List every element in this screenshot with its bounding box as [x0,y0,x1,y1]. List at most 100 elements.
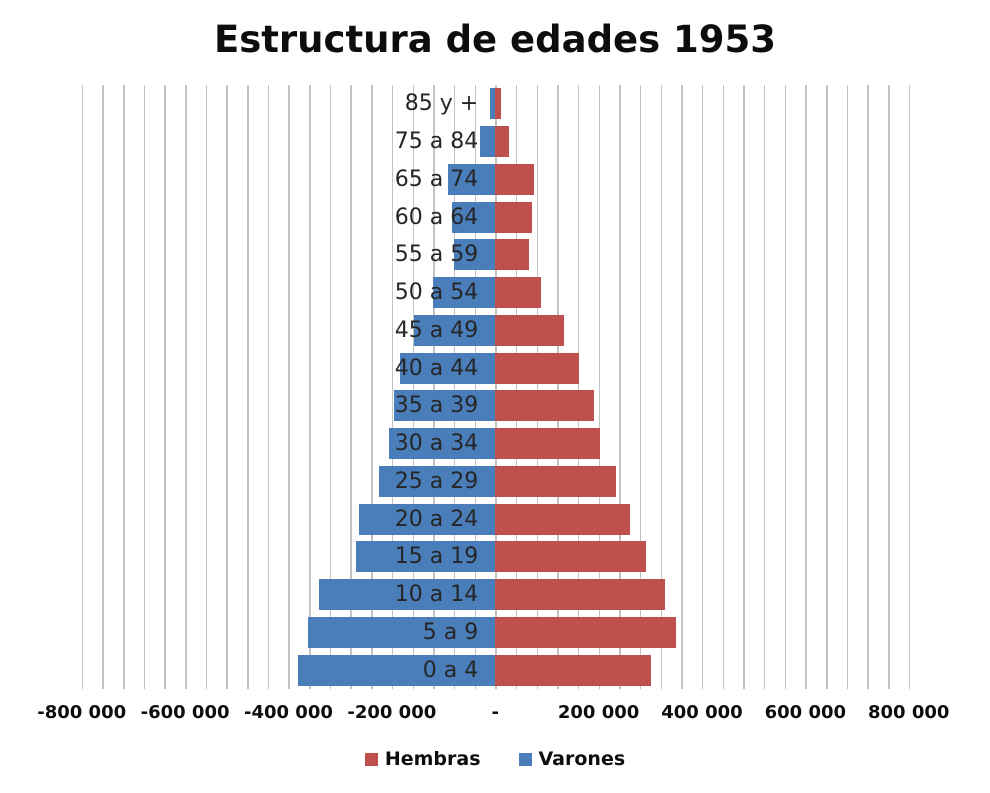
gridline [784,85,787,689]
bar-hembras-40a44 [495,352,580,384]
gridline [474,85,477,689]
category-label: 30 a 34 [394,431,479,457]
bar-varones-35a39 [394,390,496,422]
bar-hembras-65a74 [495,163,535,195]
category-label: 50 a 54 [394,280,479,306]
gridline [433,85,435,689]
bar-hembras-25a29 [495,465,616,497]
category-label: 65 a 74 [394,166,479,192]
x-tick-label: -200 000 [347,702,437,723]
gridline [102,85,104,689]
x-tick-label: 800 000 [867,702,950,723]
bar-hembras-55a59 [495,239,529,271]
gridline [557,85,559,689]
x-tick-label: - [491,702,499,723]
gridline [619,85,621,689]
bar-varones-75a84 [479,126,496,158]
x-tick-label: -400 000 [243,702,333,723]
bar-varones-45a49 [414,314,496,346]
gridline [908,85,911,689]
bar-hembras-75a84 [495,126,510,158]
bar-hembras-45a49 [495,314,565,346]
gridline [391,85,394,689]
gridline [371,85,373,689]
category-label: 5 a 9 [422,619,479,645]
gridline [639,85,642,689]
category-label: 15 a 19 [394,544,479,570]
gridline [309,85,311,689]
bar-varones-60a64 [452,201,496,233]
category-label: 10 a 14 [394,582,479,608]
gridline [681,85,683,689]
bar-varones-15a19 [356,541,496,573]
gridline [660,85,663,689]
legend-item-hembras: Hembras [364,748,481,770]
bar-hembras-30a34 [495,428,600,460]
category-label: 75 a 84 [394,129,479,155]
bar-varones-10a14 [318,579,496,611]
bar-hembras-60a64 [495,201,532,233]
legend-swatch-varones [518,752,532,766]
category-label: 55 a 59 [394,242,479,268]
gridline [515,85,518,689]
gridline [226,85,228,689]
gridline [722,85,725,689]
gridline [453,85,456,689]
gridline [846,85,849,689]
gridline [164,85,166,689]
gridline [288,85,290,689]
gridline [205,85,208,689]
category-label: 40 a 44 [394,355,479,381]
bar-hembras-15a19 [495,541,646,573]
bar-varones-65a74 [448,163,496,195]
bar-hembras-50a54 [495,277,542,309]
bar-hembras-35a39 [495,390,595,422]
gridline [329,85,332,689]
chart-title: Estructura de edades 1953 [213,18,777,61]
x-tick-label: -600 000 [140,702,230,723]
gridline [826,85,828,689]
category-label: 35 a 39 [394,393,479,419]
category-label: 25 a 29 [394,468,479,494]
x-tick-label: 400 000 [661,702,743,723]
legend-swatch-hembras [364,752,378,766]
x-tick-label: 200 000 [557,702,640,723]
category-label: 45 a 49 [394,317,479,343]
gridline [247,85,249,689]
gridline [805,85,807,689]
gridline [412,85,414,689]
category-label: 60 a 64 [394,204,479,230]
gridline [577,85,580,689]
gridline [143,85,146,689]
x-tick-label: -800 000 [37,702,127,723]
bar-varones-20a24 [358,503,496,535]
legend: Hembras Varones [0,748,990,770]
bar-hembras-20a24 [495,503,630,535]
legend-label: Hembras [384,748,481,770]
gridline [350,85,352,689]
bar-hembras-85y+ [495,88,502,120]
bar-varones-25a29 [378,465,496,497]
category-label: 85 y + [404,91,479,117]
x-tick-label: 600 000 [764,702,847,723]
bar-varones-0a4 [297,654,496,686]
gridline [867,85,869,689]
gridline [185,85,187,689]
gridline [123,85,125,689]
bar-varones-85y+ [490,88,496,120]
gridline [495,85,497,689]
gridline [763,85,766,689]
gridline [701,85,704,689]
bar-varones-5a9 [308,616,496,648]
gridline [888,85,890,689]
legend-label: Varones [538,748,626,770]
bar-hembras-0a4 [495,654,652,686]
gridline [267,85,270,689]
bar-hembras-5a9 [495,616,677,648]
category-label: 20 a 24 [394,506,479,532]
gridline [536,85,539,689]
bar-varones-55a59 [453,239,496,271]
bar-varones-30a34 [388,428,496,460]
bar-hembras-10a14 [495,579,666,611]
